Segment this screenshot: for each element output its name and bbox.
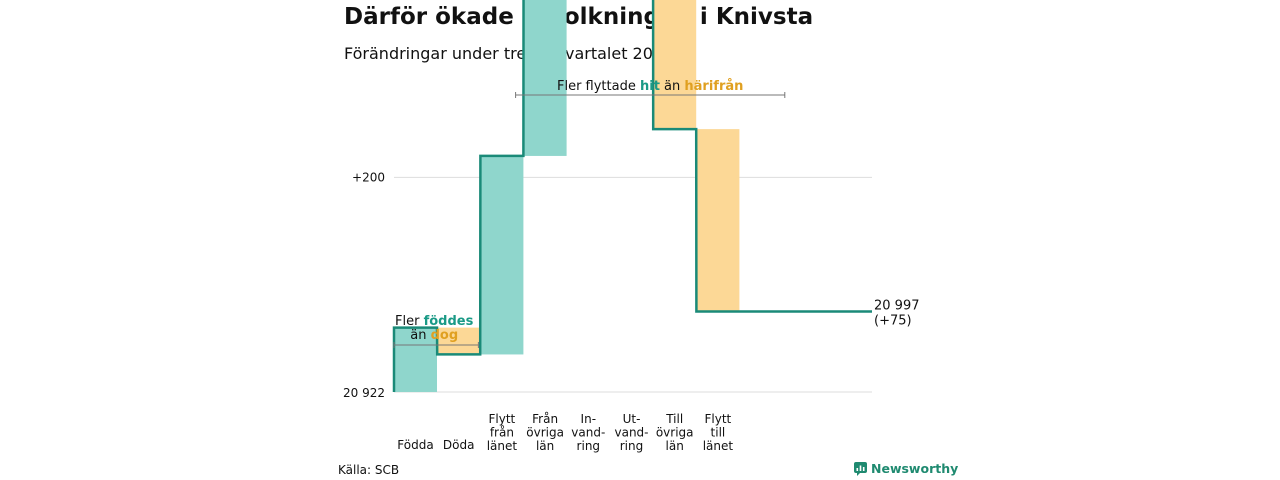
category-label: län <box>536 439 554 453</box>
bar-0 <box>394 327 437 392</box>
newsworthy-logo-icon <box>854 461 867 476</box>
category-label: Flytt <box>489 412 516 426</box>
start-value-label: 20 922 <box>343 386 385 400</box>
category-label: Flytt <box>705 412 732 426</box>
y-tick-label: +200 <box>352 170 385 184</box>
annotation-natural-line2: än dog <box>410 328 458 343</box>
category-label: till <box>711 426 726 440</box>
category-label: ring <box>577 439 601 453</box>
cumulative-step-line <box>392 0 872 392</box>
category-label: vand- <box>614 426 648 440</box>
category-label: länet <box>703 439 734 453</box>
category-label: övriga <box>526 426 564 440</box>
bar-1 <box>437 327 481 355</box>
category-label: Ut- <box>623 412 641 426</box>
category-label: In- <box>581 412 596 426</box>
category-label: Födda <box>397 438 433 452</box>
brand-logo: Newsworthy <box>854 461 958 476</box>
end-value-label: 20 997 <box>874 299 920 314</box>
category-label: Döda <box>443 438 475 452</box>
chart-subtitle: Förändringar under tredje kvartalet 2024 <box>344 44 674 63</box>
category-label: övriga <box>656 426 694 440</box>
category-label: Till <box>665 412 683 426</box>
category-label: Från <box>532 412 558 426</box>
end-change-label: (+75) <box>874 314 912 329</box>
chart-title: Därför ökade befolkningen i Knivsta <box>344 4 814 30</box>
source-note: Källa: SCB <box>338 463 400 477</box>
category-label: länet <box>487 439 518 453</box>
annotation-migration-text: Fler flyttade hit än härifrån <box>557 79 743 94</box>
bar-3 <box>523 0 567 156</box>
category-label: län <box>666 439 684 453</box>
category-label: från <box>490 426 514 440</box>
annotation-natural-line1: Fler föddes <box>395 314 474 329</box>
category-label: vand- <box>571 426 605 440</box>
category-label: ring <box>620 439 644 453</box>
brand-name: Newsworthy <box>871 461 959 476</box>
bar-2 <box>480 155 524 355</box>
bar-7 <box>696 129 740 312</box>
bar-6 <box>653 0 697 130</box>
